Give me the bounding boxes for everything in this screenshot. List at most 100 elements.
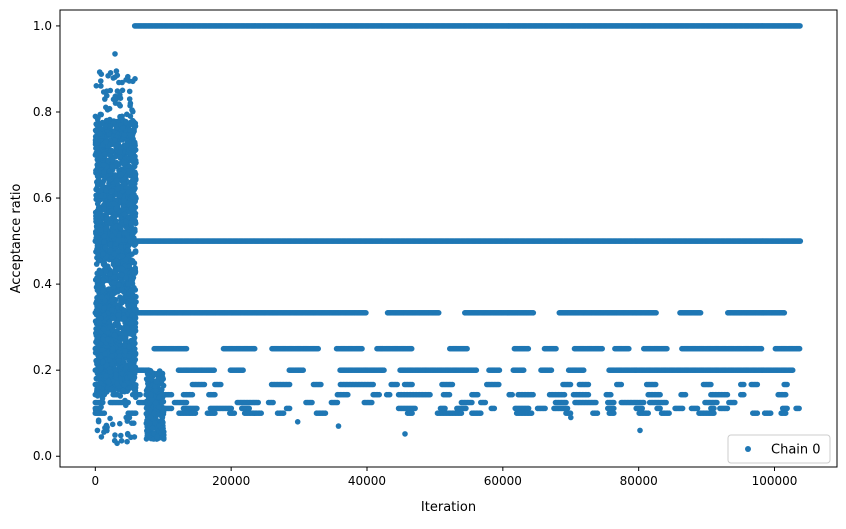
data-point	[530, 391, 536, 398]
data-point	[682, 391, 689, 398]
data-point	[369, 399, 375, 406]
data-point	[653, 310, 659, 316]
data-point	[463, 405, 469, 412]
data-point	[580, 367, 587, 374]
data-point	[98, 404, 104, 410]
data-point	[724, 391, 731, 398]
data-point	[286, 381, 293, 388]
data-point	[564, 405, 571, 412]
data-point	[478, 410, 484, 417]
data-point	[784, 405, 790, 412]
data-point	[309, 399, 315, 406]
data-point	[663, 399, 669, 406]
data-point	[270, 399, 276, 406]
data-point	[109, 421, 116, 428]
data-point	[697, 310, 704, 316]
data-point	[105, 157, 111, 164]
data-point	[183, 345, 190, 352]
data-point	[732, 399, 738, 406]
data-point	[767, 410, 774, 417]
data-point	[255, 399, 261, 406]
data-point	[258, 410, 265, 417]
data-point	[211, 367, 217, 374]
data-point	[797, 238, 804, 244]
data-point	[611, 405, 617, 412]
data-point	[530, 310, 537, 316]
data-point	[520, 367, 527, 374]
data-point	[246, 405, 252, 412]
data-point	[542, 405, 548, 412]
data-point	[789, 367, 796, 374]
data-point	[449, 381, 456, 388]
data-point	[359, 345, 365, 352]
data-point	[99, 395, 106, 402]
data-point	[563, 399, 569, 406]
data-point	[469, 399, 475, 406]
data-point	[464, 345, 470, 352]
data-point	[322, 410, 329, 417]
data-point	[101, 410, 108, 417]
data-point	[131, 420, 137, 427]
data-point	[168, 391, 175, 398]
data-point	[741, 381, 747, 388]
data-point	[796, 405, 802, 412]
data-point	[714, 399, 720, 406]
data-point	[412, 405, 418, 412]
data-point	[112, 74, 118, 80]
data-point	[116, 79, 122, 86]
data-point	[96, 69, 103, 75]
data-point	[189, 391, 196, 398]
data-point	[528, 410, 535, 417]
data-point	[496, 381, 502, 388]
data-point	[124, 438, 130, 445]
data-point	[741, 391, 747, 398]
data-point	[101, 151, 108, 157]
data-point	[446, 391, 453, 398]
data-point	[599, 345, 605, 352]
data-point	[228, 405, 235, 412]
data-point	[132, 394, 139, 401]
data-point	[509, 391, 515, 398]
data-point	[758, 345, 765, 352]
data-point	[218, 381, 224, 388]
data-point	[491, 405, 498, 412]
data-point	[117, 420, 123, 427]
data-point	[782, 410, 789, 417]
data-point	[593, 399, 599, 406]
data-point	[611, 410, 617, 417]
data-point	[482, 399, 489, 406]
data-point	[525, 345, 532, 352]
data-point	[212, 410, 218, 417]
data-point	[394, 381, 401, 388]
data-point	[525, 405, 532, 412]
data-point	[370, 381, 377, 388]
data-point	[724, 405, 731, 412]
data-point	[708, 381, 714, 388]
data-point	[251, 345, 258, 352]
data-point	[194, 405, 200, 412]
data-point	[442, 405, 448, 412]
data-point	[192, 410, 199, 417]
data-point	[280, 410, 287, 417]
data-point	[381, 367, 387, 374]
data-point	[458, 410, 465, 417]
data-point	[409, 410, 415, 417]
data-point	[132, 410, 139, 417]
data-point	[652, 381, 659, 388]
data-point	[168, 405, 175, 412]
data-point	[122, 397, 128, 404]
data-points	[92, 23, 804, 447]
data-point	[611, 399, 617, 406]
data-point	[496, 367, 503, 374]
data-point	[363, 310, 369, 316]
data-point	[376, 391, 383, 398]
data-point	[240, 367, 246, 374]
data-point	[754, 410, 761, 417]
data-point	[345, 391, 351, 398]
data-point	[475, 391, 481, 398]
data-point	[104, 424, 110, 431]
data-point	[784, 381, 790, 388]
data-point	[126, 96, 133, 102]
data-point	[666, 410, 672, 417]
